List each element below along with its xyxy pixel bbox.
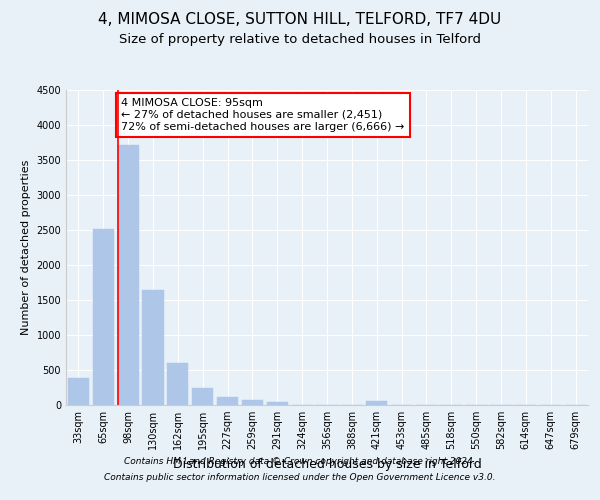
Bar — [142, 290, 164, 405]
Bar — [167, 363, 188, 405]
Bar — [242, 400, 263, 405]
X-axis label: Distribution of detached houses by size in Telford: Distribution of detached houses by size … — [173, 458, 481, 470]
Bar — [192, 388, 213, 405]
Text: 4, MIMOSA CLOSE, SUTTON HILL, TELFORD, TF7 4DU: 4, MIMOSA CLOSE, SUTTON HILL, TELFORD, T… — [98, 12, 502, 28]
Bar — [267, 402, 288, 405]
Text: Size of property relative to detached houses in Telford: Size of property relative to detached ho… — [119, 32, 481, 46]
Y-axis label: Number of detached properties: Number of detached properties — [21, 160, 31, 335]
Bar — [366, 401, 387, 405]
Bar — [217, 398, 238, 405]
Bar — [68, 378, 89, 405]
Bar — [118, 144, 139, 405]
Text: Contains HM Land Registry data © Crown copyright and database right 2024.: Contains HM Land Registry data © Crown c… — [124, 458, 476, 466]
Bar — [93, 230, 114, 405]
Text: 4 MIMOSA CLOSE: 95sqm
← 27% of detached houses are smaller (2,451)
72% of semi-d: 4 MIMOSA CLOSE: 95sqm ← 27% of detached … — [121, 98, 404, 132]
Text: Contains public sector information licensed under the Open Government Licence v3: Contains public sector information licen… — [104, 472, 496, 482]
